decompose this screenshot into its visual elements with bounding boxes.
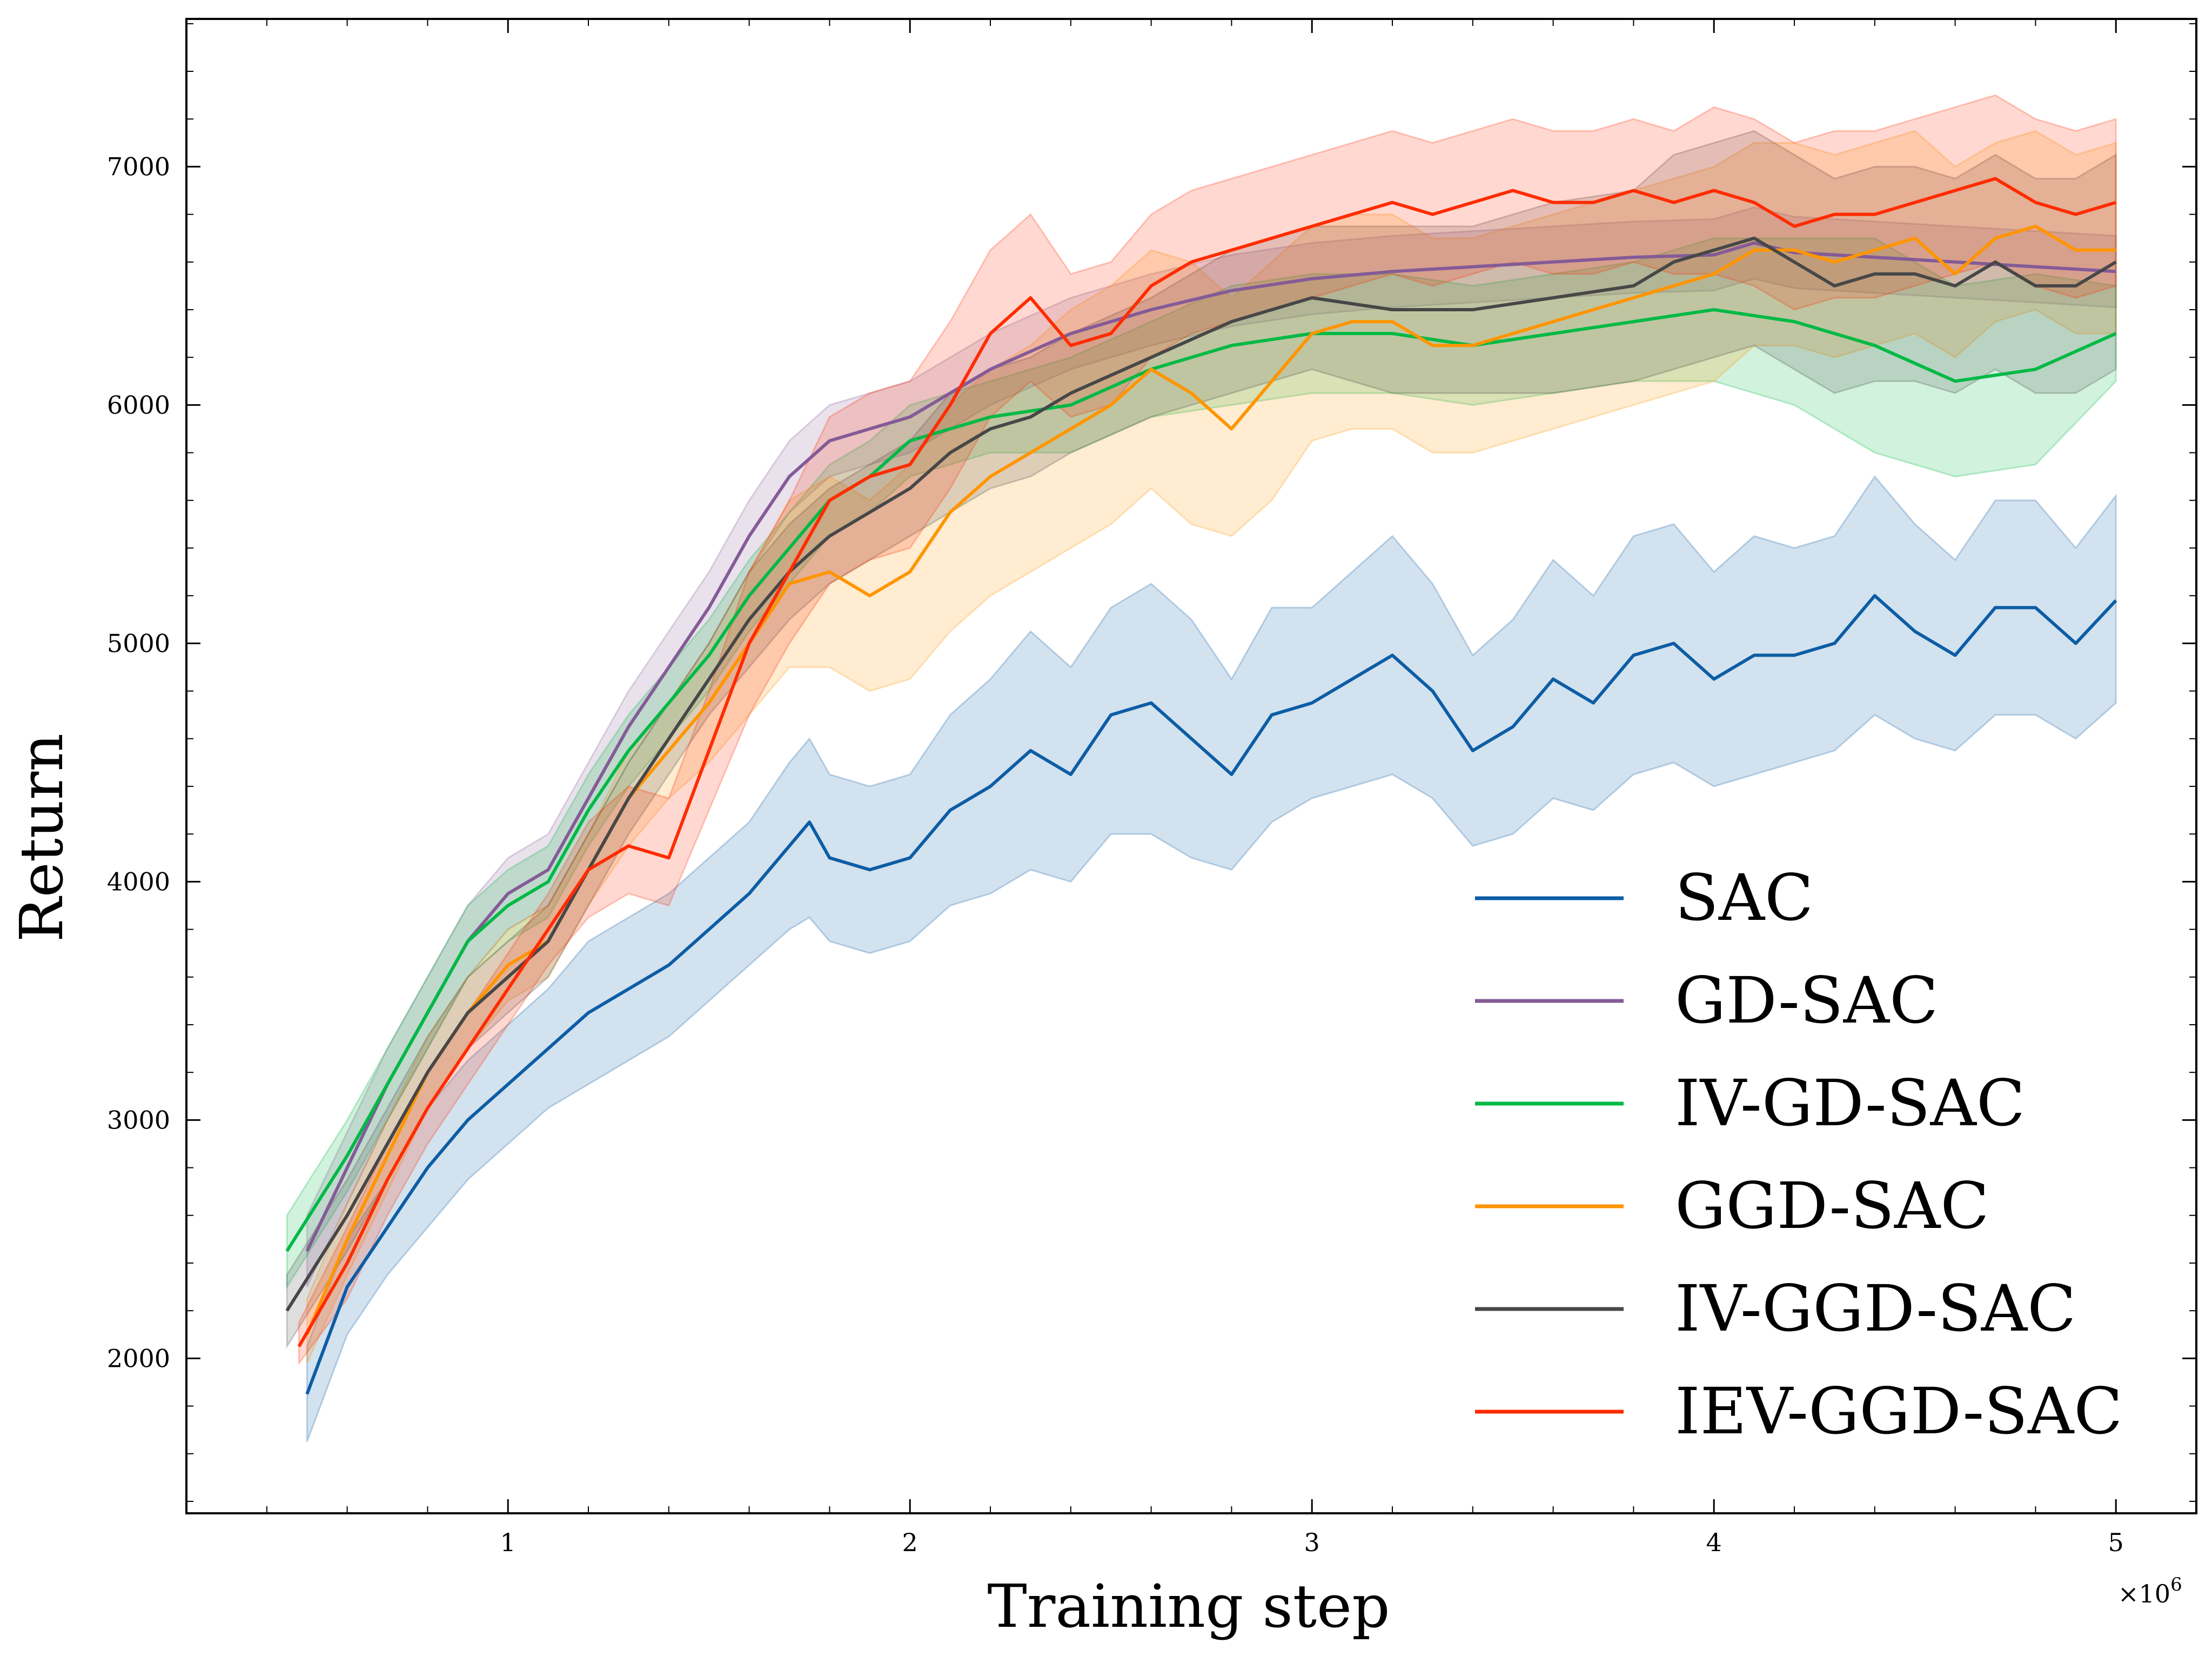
x-tick-label: 4	[1706, 1528, 1722, 1557]
y-tick-label: 6000	[107, 390, 170, 419]
series-line-gd-sac	[305, 241, 2116, 1252]
band-sac	[306, 475, 2117, 1442]
series-line-iv-ggd-sac	[285, 236, 2117, 1312]
series-line-iev-ggd-sac	[297, 177, 2117, 1347]
legend-label-iv-gd-sac: IV-GD-SAC	[1675, 1066, 2025, 1140]
legend-label-iv-ggd-sac: IV-GGD-SAC	[1675, 1271, 2076, 1346]
legend-label-ggd-sac: GGD-SAC	[1675, 1168, 1989, 1243]
x-axis-multiplier: ×106	[2118, 1574, 2182, 1608]
x-tick-label: 2	[902, 1528, 918, 1557]
x-tick-label: 5	[2108, 1528, 2124, 1557]
legend-label-iev-ggd-sac: IEV-GGD-SAC	[1675, 1374, 2123, 1448]
y-tick-label: 2000	[107, 1344, 170, 1373]
y-tick-label: 5000	[107, 629, 170, 658]
legend-label-sac: SAC	[1675, 860, 1813, 935]
x-tick-label: 3	[1304, 1528, 1320, 1557]
legend: SAC GD-SAC IV-GD-SAC GGD-SAC IV-GGD-SAC IEV-G…	[1475, 860, 2123, 1448]
plot-frame	[185, 18, 2197, 1514]
y-axis-label: Return	[7, 733, 76, 942]
band-gd-sac	[306, 206, 2117, 1287]
y-tick-label: 3000	[107, 1105, 170, 1134]
y-tick-label: 4000	[107, 867, 170, 896]
band-iev-ggd-sac	[298, 94, 2117, 1366]
series-line-iv-gd-sac	[285, 308, 2117, 1252]
series-line-sac	[305, 594, 2117, 1395]
y-tick-label: 7000	[107, 152, 170, 181]
x-tick-label: 1	[500, 1528, 516, 1557]
x-axis-label: Training step	[987, 1572, 1390, 1641]
series-lines	[285, 177, 2117, 1395]
axis-ticks: 1 2 3 4 5 2000 3000 4000 5000 6000 7000	[107, 19, 2197, 1557]
band-iv-gd-sac	[286, 237, 2117, 1290]
legend-label-gd-sac: GD-SAC	[1675, 963, 1938, 1038]
